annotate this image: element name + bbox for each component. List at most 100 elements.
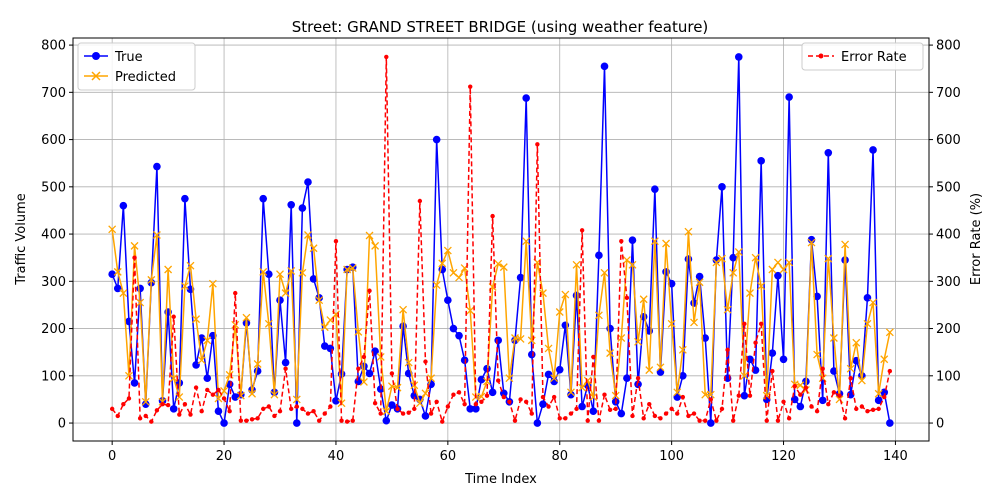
y-tick-label: 300 [41, 275, 66, 290]
data-point [388, 401, 396, 409]
data-point [399, 305, 408, 314]
data-point [774, 271, 782, 280]
data-point [472, 405, 480, 413]
y-tick-label: 700 [41, 86, 66, 101]
data-point [830, 367, 838, 375]
data-point [863, 319, 872, 328]
data-point [304, 178, 312, 186]
data-point [673, 393, 682, 401]
y2-tick-label: 300 [936, 275, 961, 290]
data-point [578, 402, 586, 411]
data-point [298, 268, 307, 277]
data-point [606, 324, 614, 333]
data-point [870, 407, 876, 413]
data-point [533, 419, 542, 427]
data-point [130, 241, 139, 250]
data-point [449, 324, 458, 333]
data-point [786, 416, 792, 421]
data-point [220, 419, 228, 427]
data-point [874, 396, 883, 405]
data-point [747, 393, 753, 398]
data-point [550, 374, 559, 383]
data-point [882, 394, 887, 400]
data-point [842, 416, 848, 421]
data-point [115, 413, 120, 419]
y2-axis-title: Error Rate (%) [969, 193, 984, 285]
legend-right: Error Rate [801, 42, 924, 71]
data-point [169, 374, 178, 383]
data-point [678, 345, 687, 354]
data-point [551, 394, 557, 400]
data-point [197, 334, 206, 342]
data-point [186, 261, 195, 270]
legend-true-marker [92, 52, 100, 60]
data-point [729, 253, 737, 262]
data-point [770, 368, 775, 374]
data-point [348, 264, 357, 273]
data-point [371, 241, 380, 250]
data-point [606, 349, 615, 358]
data-point [835, 395, 844, 404]
data-point [662, 239, 671, 248]
data-point [734, 53, 743, 61]
data-point [126, 396, 132, 401]
data-point [736, 393, 741, 398]
y2-tick-label: 700 [936, 86, 961, 101]
data-point [607, 407, 613, 413]
data-point [635, 375, 641, 381]
data-point [837, 393, 842, 398]
data-point [322, 411, 327, 416]
data-point [512, 418, 518, 423]
data-point [141, 400, 150, 408]
data-point [779, 355, 788, 364]
data-point [288, 406, 294, 412]
series-line [111, 56, 891, 423]
data-point [529, 411, 534, 416]
data-point [451, 392, 456, 397]
data-point [572, 260, 581, 269]
legend-right-box [801, 42, 924, 71]
data-point [594, 311, 603, 320]
data-point [300, 406, 305, 412]
data-point [723, 305, 732, 314]
data-point [848, 375, 853, 381]
data-point [456, 390, 462, 395]
data-point [382, 407, 391, 416]
data-point [233, 290, 238, 296]
data-point [600, 268, 609, 277]
data-point [238, 418, 244, 423]
data-point [613, 406, 618, 412]
data-point [555, 365, 564, 374]
data-point [535, 142, 540, 147]
y2-tick-label: 0 [936, 417, 944, 432]
data-point [628, 260, 637, 269]
data-point [294, 404, 299, 409]
data-point [887, 368, 893, 374]
data-point [501, 394, 506, 400]
x-tick-label: 0 [108, 449, 116, 464]
data-point [641, 416, 646, 421]
data-point [281, 358, 290, 367]
data-point [468, 84, 473, 89]
data-point [869, 298, 878, 307]
legend-error-marker [818, 53, 824, 59]
y2-tick-label: 400 [936, 228, 961, 243]
data-point [679, 372, 687, 380]
data-point [372, 401, 378, 406]
data-point [384, 54, 389, 60]
data-point [719, 406, 725, 412]
data-point [729, 268, 738, 277]
data-point [572, 291, 581, 300]
data-point [455, 273, 463, 282]
data-point [634, 337, 643, 346]
data-point [445, 404, 451, 409]
data-point [740, 391, 749, 400]
data-point [645, 366, 654, 375]
data-point [205, 387, 210, 393]
data-point [669, 406, 674, 412]
data-point [479, 399, 484, 404]
data-point [261, 406, 266, 412]
data-point [164, 265, 173, 274]
data-point [563, 416, 568, 421]
